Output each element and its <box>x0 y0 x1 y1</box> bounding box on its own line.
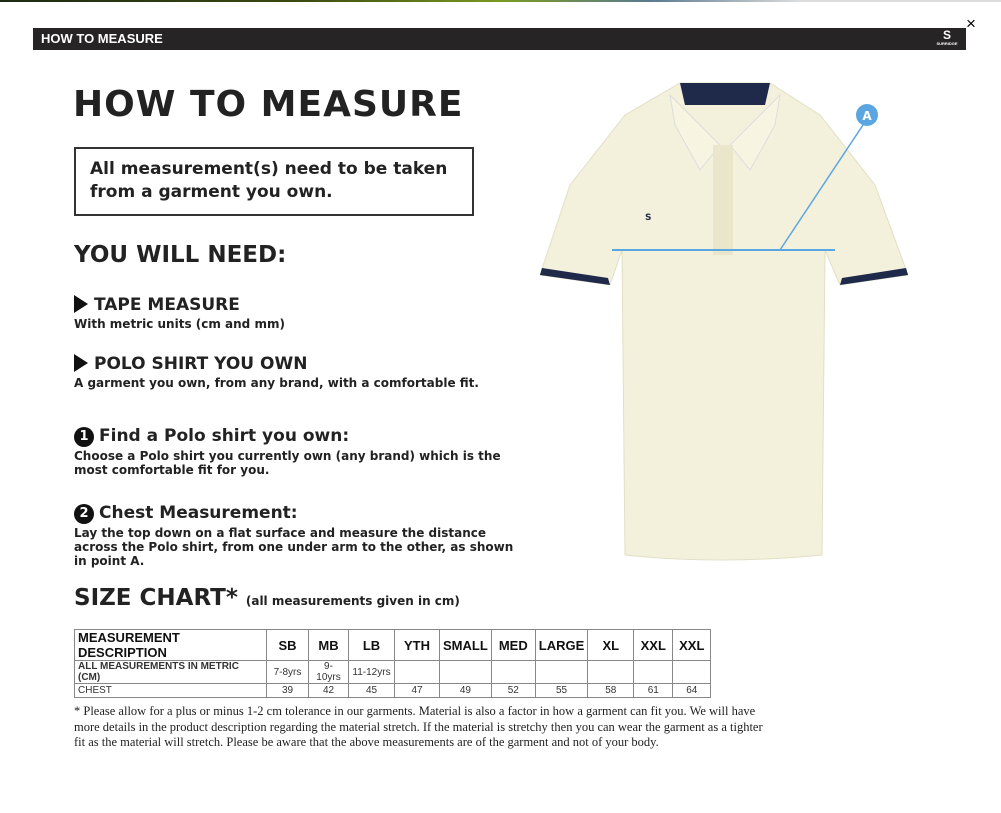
need-title: POLO SHIRT YOU OWN <box>94 354 308 374</box>
need-desc: With metric units (cm and mm) <box>74 317 285 331</box>
need-heading: YOU WILL NEED: <box>74 242 287 268</box>
cell <box>439 660 492 684</box>
size-chart-subtitle: (all measurements given in cm) <box>245 594 460 608</box>
size-chart-title: SIZE CHART* (all measurements given in c… <box>74 585 460 611</box>
cell: 9-10yrs <box>308 660 349 684</box>
need-item: POLO SHIRT YOU OWN A garment you own, fr… <box>74 354 479 390</box>
cell: 39 <box>266 683 309 698</box>
header-cell: XL <box>587 629 635 661</box>
header-bar: HOW TO MEASURE S SURRIDGE <box>33 28 966 50</box>
close-button[interactable]: × <box>966 14 976 33</box>
cell: 58 <box>587 683 635 698</box>
triangle-bullet-icon <box>74 295 88 313</box>
cell: 7-8yrs <box>266 660 309 684</box>
step-number-icon: 2 <box>74 504 94 524</box>
step-desc: Choose a Polo shirt you currently own (a… <box>74 449 501 477</box>
cell: 52 <box>490 683 536 698</box>
size-chart-heading: SIZE CHART* <box>74 585 238 611</box>
note-box: All measurement(s) need to be taken from… <box>74 147 474 216</box>
header-title: HOW TO MEASURE <box>41 31 163 46</box>
step-title: Chest Measurement: <box>99 503 298 523</box>
header-cell: LARGE <box>534 629 589 661</box>
need-title: TAPE MEASURE <box>94 295 240 315</box>
table-header-row: MEASUREMENT DESCRIPTION SB MB LB YTH SMA… <box>74 629 712 661</box>
cell: CHEST <box>74 683 267 698</box>
point-a-label: A <box>862 109 872 123</box>
cell: ALL MEASUREMENTS IN METRIC (CM) <box>74 660 267 684</box>
header-cell: MEASUREMENT DESCRIPTION <box>74 629 267 661</box>
top-accent-line <box>0 0 1001 2</box>
cell: 49 <box>439 683 492 698</box>
cell <box>672 660 712 684</box>
polo-shirt-illustration: S A <box>539 82 909 561</box>
header-cell: XXL <box>633 629 674 661</box>
cell <box>490 660 536 684</box>
table-row: ALL MEASUREMENTS IN METRIC (CM) 7-8yrs 9… <box>74 660 712 684</box>
step-item: 2 Chest Measurement: Lay the top down on … <box>74 503 524 568</box>
step-title: Find a Polo shirt you own: <box>99 426 350 446</box>
cell <box>394 660 440 684</box>
cell: 64 <box>672 683 712 698</box>
table-row: CHEST 39 42 45 47 49 52 55 58 61 64 <box>74 683 712 698</box>
cell: 42 <box>308 683 349 698</box>
cell: 55 <box>534 683 589 698</box>
header-cell: XXL <box>672 629 712 661</box>
step-desc: Lay the top down on a flat surface and m… <box>74 526 514 568</box>
surridge-logo: S SURRIDGE <box>936 28 958 46</box>
header-cell: MB <box>308 629 349 661</box>
need-item: TAPE MEASURE With metric units (cm and m… <box>74 295 285 331</box>
footnote: * Please allow for a plus or minus 1-2 c… <box>74 704 763 749</box>
cell: 61 <box>633 683 674 698</box>
shirt-logo: S <box>645 213 651 223</box>
need-desc: A garment you own, from any brand, with … <box>74 376 479 390</box>
header-cell: YTH <box>394 629 440 661</box>
cell <box>587 660 635 684</box>
header-cell: MED <box>490 629 536 661</box>
cell <box>534 660 589 684</box>
cell: 47 <box>394 683 440 698</box>
step-number-icon: 1 <box>74 427 94 447</box>
header-cell: SB <box>266 629 309 661</box>
page-title: HOW TO MEASURE <box>73 84 464 125</box>
cell: 11-12yrs <box>348 660 395 684</box>
cell: 45 <box>348 683 395 698</box>
step-item: 1 Find a Polo shirt you own: Choose a Pol… <box>74 426 524 477</box>
header-cell: SMALL <box>439 629 492 661</box>
size-table: MEASUREMENT DESCRIPTION SB MB LB YTH SMA… <box>74 629 712 698</box>
header-cell: LB <box>348 629 395 661</box>
point-a-marker <box>856 104 878 126</box>
cell <box>633 660 674 684</box>
triangle-bullet-icon <box>74 354 88 372</box>
